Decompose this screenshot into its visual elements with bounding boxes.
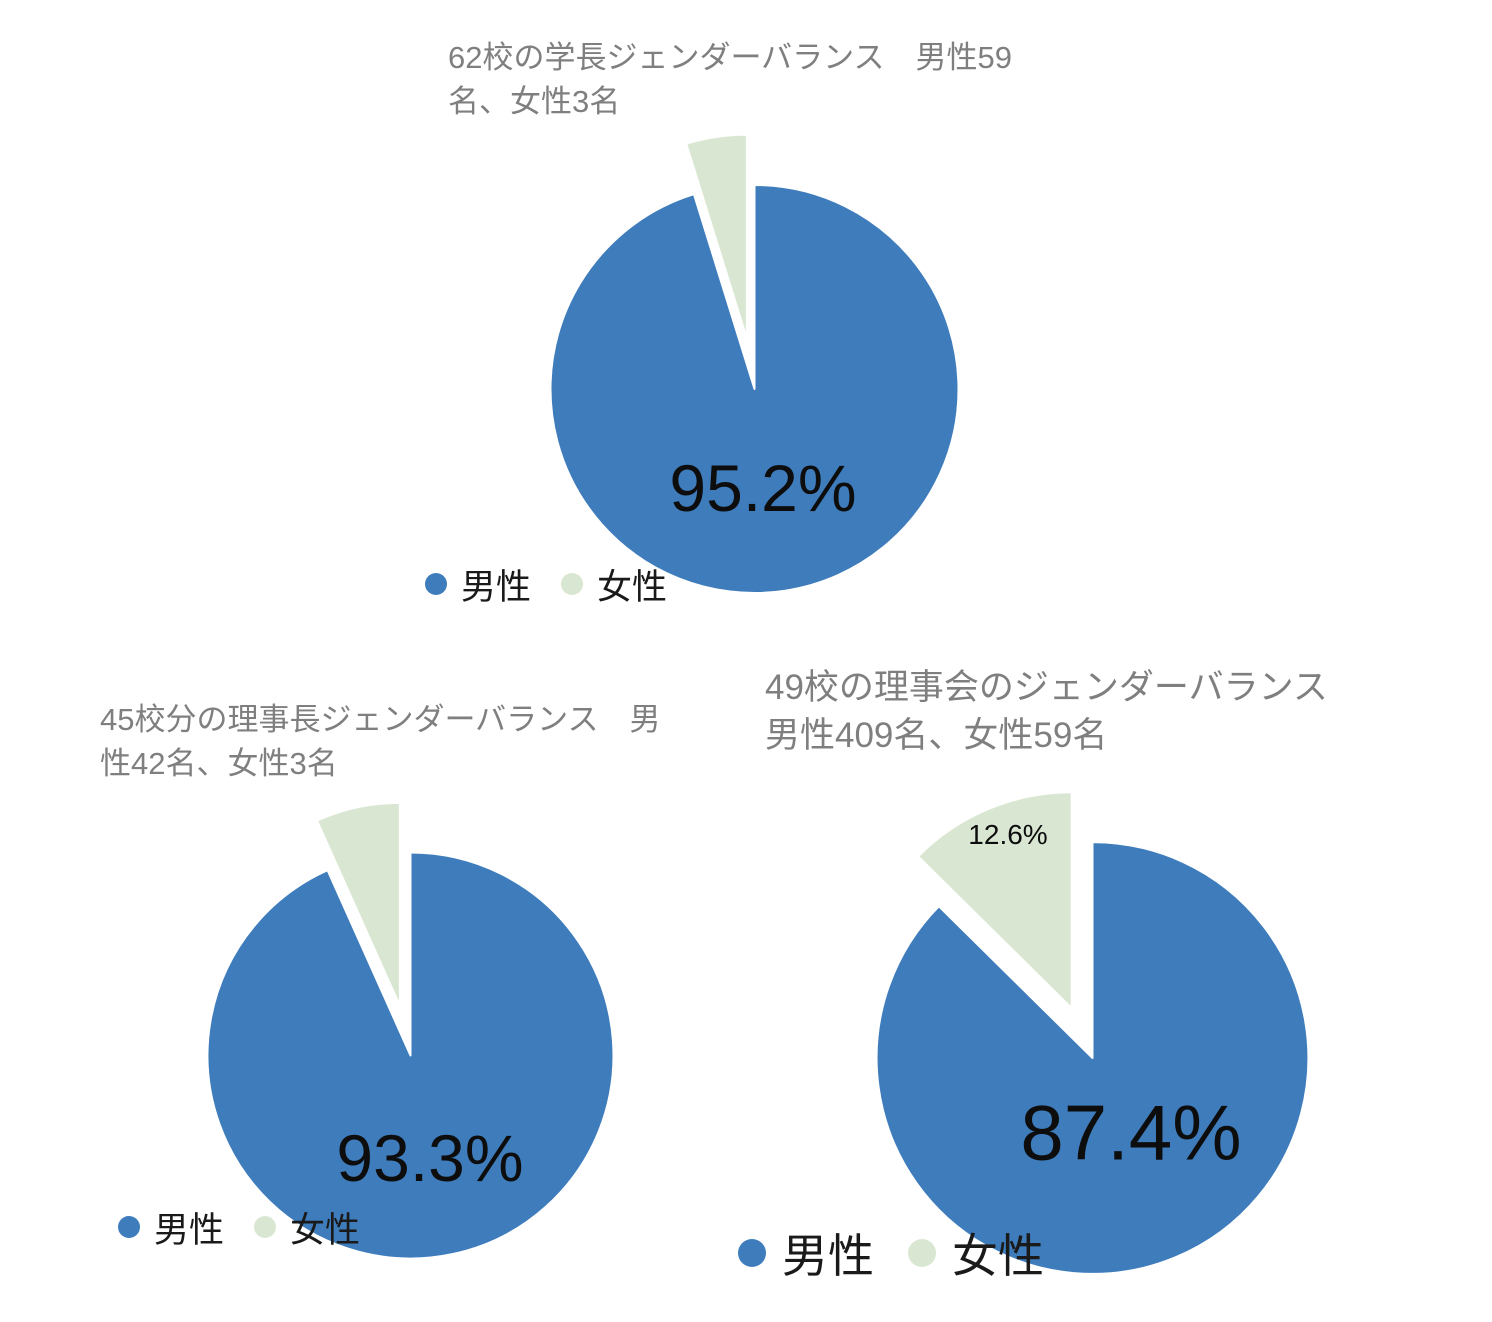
chart-1-pie <box>431 89 1078 689</box>
female-pie-slice <box>317 803 400 1006</box>
chart-3-legend: 男性 女性 <box>738 1224 1044 1282</box>
chart-3-legend-item-female: 女性 <box>908 1220 1044 1286</box>
female-pie-slice <box>686 135 747 339</box>
female-swatch-icon <box>561 573 584 595</box>
chart-2-pie <box>112 757 709 1322</box>
chart-3-female-percent-label: 12.6% <box>968 819 1048 850</box>
female-swatch-icon <box>254 1216 277 1238</box>
chart-3-legend-male-label: 男性 <box>782 1230 874 1282</box>
female-swatch-icon <box>908 1239 936 1267</box>
chart-1-legend-male-label: 男性 <box>461 567 532 607</box>
female-pie-slice <box>918 792 1072 1008</box>
chart-2-title: 45校分の理事長ジェンダーバランス 男性42名、女性3名 <box>100 702 661 782</box>
chart-3-legend-item-male: 男性 <box>738 1220 874 1286</box>
male-pie-slice <box>877 842 1309 1274</box>
chart-3-male-percent-label: 87.4% <box>1020 1088 1242 1177</box>
chart-1-male-percent-label: 95.2% <box>669 451 857 525</box>
chart-1-legend-item-female: 女性 <box>561 559 667 610</box>
chart-2-legend: 男性 女性 <box>118 1203 360 1251</box>
chart-2-male-percent-label: 93.3% <box>336 1121 524 1195</box>
male-swatch-icon <box>738 1239 766 1267</box>
chart-2-legend-item-male: 男性 <box>118 1202 224 1253</box>
chart-3-title: 49校の理事会のジェンダーバランス 男性409名、女性59名 <box>765 668 1363 755</box>
chart-3-legend-female-label: 女性 <box>952 1230 1044 1282</box>
chart-2-legend-male-label: 男性 <box>154 1210 225 1250</box>
chart-1-legend-female-label: 女性 <box>597 567 668 607</box>
chart-1-legend-item-male: 男性 <box>425 559 531 610</box>
chart-2-legend-female-label: 女性 <box>290 1210 361 1250</box>
male-swatch-icon <box>425 573 447 595</box>
male-pie-slice <box>551 185 959 593</box>
chart-3-pie <box>775 702 1410 1322</box>
chart-1-title: 62校の学長ジェンダーバランス 男性59名、女性3名 <box>448 40 1013 120</box>
chart-2-legend-item-female: 女性 <box>254 1202 360 1253</box>
male-swatch-icon <box>118 1216 140 1238</box>
chart-1-legend: 男性 女性 <box>425 560 667 608</box>
male-pie-slice <box>208 853 614 1259</box>
